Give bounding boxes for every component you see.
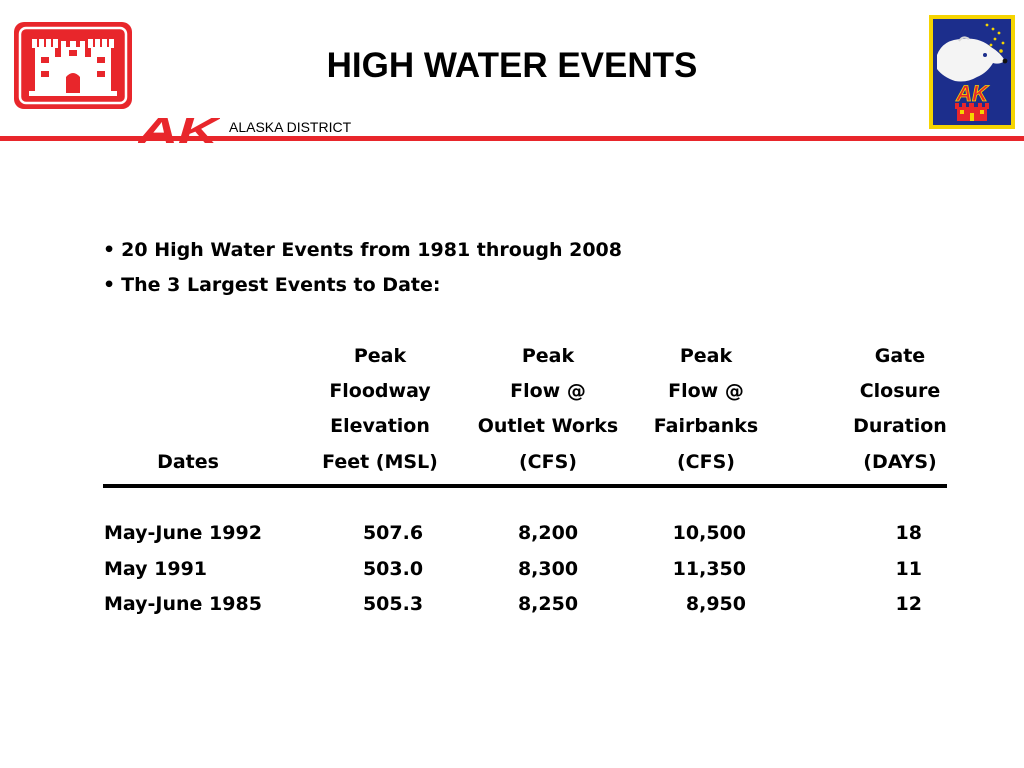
header-divider [0, 136, 1024, 141]
cell-gate: 12 [895, 593, 922, 615]
cell-fairbanks: 10,500 [672, 522, 746, 544]
cell-elevation: 505.3 [362, 593, 424, 615]
header-gate-line1: Gate [874, 345, 926, 367]
bullet-text: 20 High Water Events from 1981 through 2… [121, 239, 622, 261]
header-elevation-line2: Floodway [329, 380, 431, 402]
header-fairbanks-line2: Flow @ [668, 380, 744, 402]
bullet-item: • 20 High Water Events from 1981 through … [103, 238, 622, 262]
header-fairbanks-line4: (CFS) [677, 451, 735, 473]
cell-dates: May 1991 [104, 558, 208, 580]
header-outlet-line1: Peak [521, 345, 575, 367]
cell-outlet: 8,300 [517, 558, 579, 580]
header-elevation-line3: Elevation [330, 415, 430, 437]
header-elevation-line1: Peak [353, 345, 407, 367]
cell-outlet: 8,250 [517, 593, 579, 615]
table-row: May-June 1985 505.3 8,250 8,950 12 [0, 592, 1024, 620]
header-gate-line4: (DAYS) [863, 451, 937, 473]
cell-elevation: 507.6 [362, 522, 424, 544]
bullet-item: • The 3 Largest Events to Date: [103, 273, 440, 297]
header-elevation-line4: Feet (MSL) [322, 451, 438, 473]
badge-ak-text: AK [955, 81, 990, 106]
cell-gate: 18 [895, 522, 922, 544]
header-outlet-line3: Outlet Works [477, 415, 619, 437]
header-fairbanks-line1: Peak [679, 345, 733, 367]
cell-gate: 11 [895, 558, 922, 580]
cell-elevation: 503.0 [362, 558, 424, 580]
header-dates: Dates [157, 451, 219, 473]
cell-fairbanks: 11,350 [672, 558, 746, 580]
header-outlet-line4: (CFS) [519, 451, 577, 473]
table-row: May-June 1992 507.6 8,200 10,500 18 [0, 521, 1024, 549]
cell-outlet: 8,200 [517, 522, 579, 544]
ak-logo-mark: AK [136, 110, 222, 151]
bullet-text: The 3 Largest Events to Date: [121, 274, 441, 296]
table-header-rule [103, 484, 947, 488]
header-gate-line3: Duration [853, 415, 947, 437]
district-label: ALASKA DISTRICT [229, 119, 352, 135]
alaska-district-badge: AK [929, 15, 1015, 129]
header-outlet-line2: Flow @ [510, 380, 586, 402]
cell-fairbanks: 8,950 [685, 593, 746, 615]
header-gate-line2: Closure [859, 380, 941, 402]
cell-dates: May-June 1992 [104, 522, 262, 544]
ak-logo-text: AK [138, 112, 220, 146]
page-title: HIGH WATER EVENTS [326, 46, 698, 85]
bullet-dot: • [103, 274, 116, 296]
cell-dates: May-June 1985 [104, 593, 262, 615]
header-fairbanks-line3: Fairbanks [653, 415, 759, 437]
table-row: May 1991 503.0 8,300 11,350 11 [0, 557, 1024, 585]
usace-castle-logo [13, 21, 133, 110]
bullet-dot: • [103, 239, 116, 261]
